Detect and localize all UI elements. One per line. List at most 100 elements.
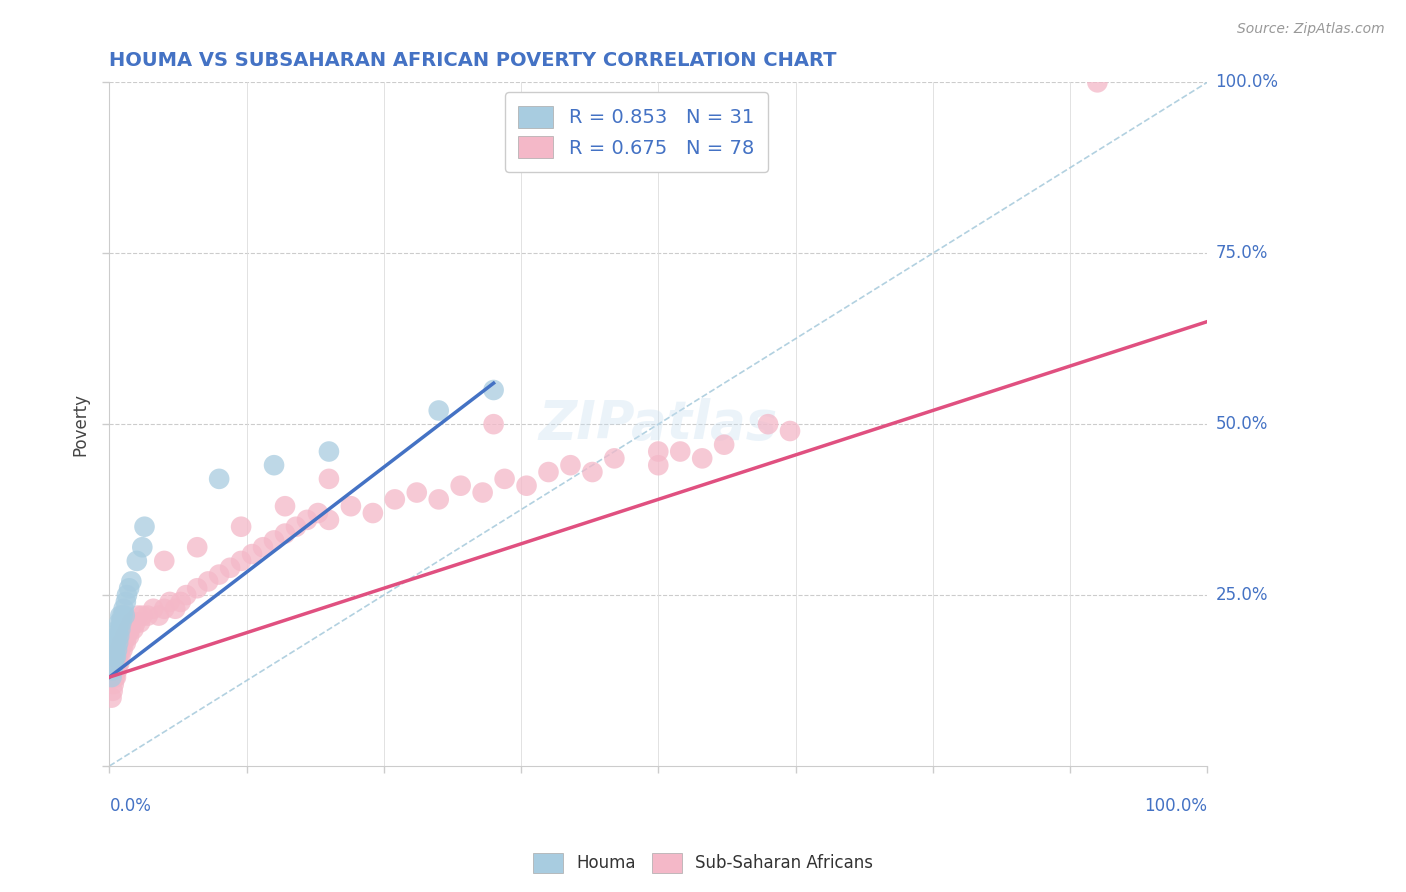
Point	[115, 629, 138, 643]
Point	[108, 629, 131, 643]
Point	[110, 615, 132, 630]
Point	[560, 458, 582, 473]
Point	[263, 458, 285, 473]
Point	[153, 554, 176, 568]
Point	[107, 657, 129, 671]
Point	[101, 683, 124, 698]
Point	[111, 608, 134, 623]
Point	[756, 417, 779, 432]
Point	[170, 595, 193, 609]
Point	[318, 444, 340, 458]
Point	[174, 588, 197, 602]
Point	[229, 554, 252, 568]
Text: 100.0%: 100.0%	[1144, 797, 1208, 814]
Point	[482, 417, 505, 432]
Point	[252, 540, 274, 554]
Point	[647, 444, 669, 458]
Point	[208, 567, 231, 582]
Point	[104, 670, 127, 684]
Legend: R = 0.853   N = 31, R = 0.675   N = 78: R = 0.853 N = 31, R = 0.675 N = 78	[505, 92, 768, 172]
Point	[131, 608, 153, 623]
Point	[110, 622, 132, 636]
Point	[100, 690, 122, 705]
Point	[104, 670, 127, 684]
Point	[105, 642, 128, 657]
Point	[159, 595, 181, 609]
Point	[104, 649, 127, 664]
Point	[1087, 75, 1109, 89]
Point	[165, 601, 187, 615]
Point	[115, 636, 138, 650]
Text: 50.0%: 50.0%	[1216, 415, 1268, 434]
Point	[340, 500, 363, 514]
Legend: Houma, Sub-Saharan Africans: Houma, Sub-Saharan Africans	[526, 847, 880, 880]
Point	[105, 649, 128, 664]
Point	[120, 615, 142, 630]
Point	[318, 513, 340, 527]
Point	[274, 526, 297, 541]
Point	[125, 554, 148, 568]
Point	[515, 479, 537, 493]
Point	[103, 657, 125, 671]
Point	[229, 519, 252, 533]
Text: 25.0%: 25.0%	[1216, 586, 1268, 604]
Point	[136, 608, 159, 623]
Point	[107, 636, 129, 650]
Point	[110, 608, 132, 623]
Point	[219, 560, 242, 574]
Point	[108, 642, 131, 657]
Point	[134, 519, 156, 533]
Point	[779, 424, 801, 438]
Point	[142, 601, 165, 615]
Point	[105, 663, 128, 677]
Point	[110, 649, 132, 664]
Point	[110, 636, 132, 650]
Point	[104, 642, 127, 657]
Point	[537, 465, 560, 479]
Point	[450, 479, 472, 493]
Point	[129, 615, 152, 630]
Point	[107, 649, 129, 664]
Point	[112, 636, 135, 650]
Y-axis label: Poverty: Poverty	[72, 392, 89, 456]
Point	[307, 506, 329, 520]
Point	[471, 485, 494, 500]
Point	[240, 547, 263, 561]
Point	[427, 492, 450, 507]
Point	[148, 608, 170, 623]
Text: 100.0%: 100.0%	[1216, 73, 1278, 91]
Point	[153, 601, 176, 615]
Point	[115, 588, 138, 602]
Point	[118, 629, 141, 643]
Point	[122, 622, 145, 636]
Point	[111, 642, 134, 657]
Text: HOUMA VS SUBSAHARAN AFRICAN POVERTY CORRELATION CHART: HOUMA VS SUBSAHARAN AFRICAN POVERTY CORR…	[110, 51, 837, 70]
Point	[108, 657, 131, 671]
Text: 0.0%: 0.0%	[110, 797, 152, 814]
Point	[285, 519, 308, 533]
Point	[110, 642, 132, 657]
Point	[208, 472, 231, 486]
Point	[104, 663, 127, 677]
Point	[117, 622, 139, 636]
Point	[105, 629, 128, 643]
Point	[114, 608, 136, 623]
Point	[713, 438, 735, 452]
Point	[274, 500, 297, 514]
Point	[690, 451, 713, 466]
Point	[494, 472, 516, 486]
Point	[482, 383, 505, 397]
Point	[647, 458, 669, 473]
Point	[114, 629, 136, 643]
Point	[100, 670, 122, 684]
Point	[186, 540, 208, 554]
Point	[101, 663, 124, 677]
Point	[581, 465, 603, 479]
Point	[131, 540, 153, 554]
Point	[112, 601, 135, 615]
Point	[405, 485, 427, 500]
Point	[118, 581, 141, 595]
Point	[263, 533, 285, 548]
Text: Source: ZipAtlas.com: Source: ZipAtlas.com	[1237, 22, 1385, 37]
Point	[107, 622, 129, 636]
